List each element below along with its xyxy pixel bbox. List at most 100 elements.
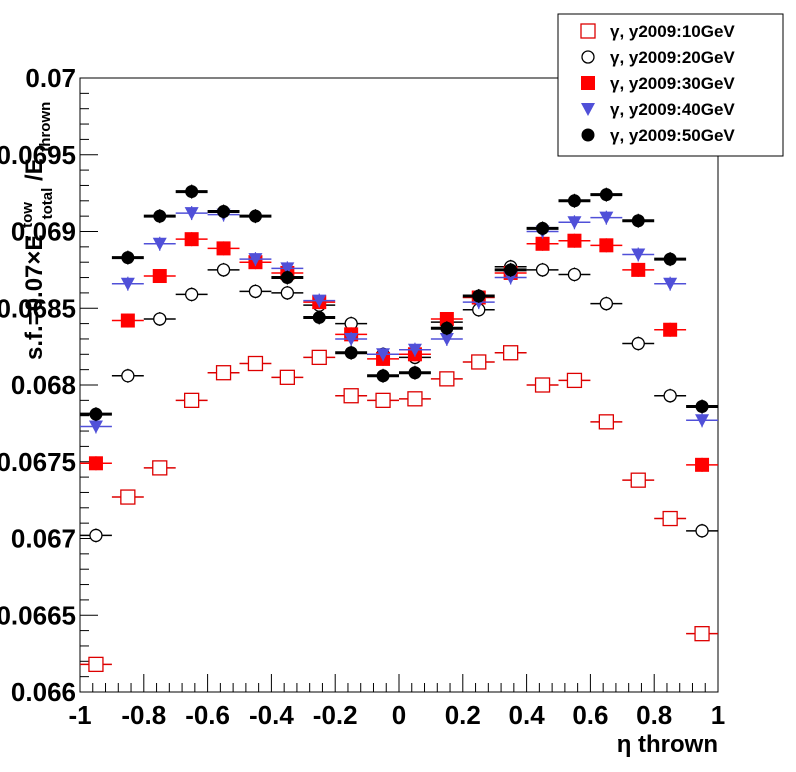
data-point [599, 188, 613, 202]
x-tick-label: 0.4 [509, 700, 546, 730]
y-tick-label: 0.0695 [0, 140, 76, 170]
data-point [631, 262, 646, 277]
legend-label: γ, y2009:10GeV [610, 22, 735, 41]
x-tick-label: 1 [711, 700, 725, 730]
data-point [694, 626, 710, 642]
series-2 [80, 259, 718, 543]
data-point [471, 354, 487, 370]
data-point [217, 205, 231, 219]
data-point [663, 389, 677, 403]
data-point [535, 263, 550, 277]
data-point [120, 313, 135, 328]
data-point [408, 366, 422, 380]
data-point [152, 237, 167, 251]
data-point [631, 336, 645, 351]
data-point [439, 332, 454, 346]
y-axis-title-mid: /E [21, 158, 48, 181]
series-1 [80, 345, 718, 673]
y-tick-label: 0.068 [11, 370, 76, 400]
data-point [89, 528, 103, 543]
y-axis-title-sup: tow [19, 202, 36, 228]
data-point [121, 369, 135, 383]
data-point [312, 294, 327, 308]
data-point [534, 377, 551, 393]
data-point [535, 236, 550, 251]
data-point [599, 211, 614, 225]
legend-label: γ, y2009:40GeV [610, 100, 735, 119]
data-point [343, 388, 359, 404]
legend-marker [580, 23, 596, 39]
legend-marker [581, 76, 595, 90]
x-tick-label: -1 [68, 700, 91, 730]
data-point [663, 277, 678, 291]
data-point [216, 241, 231, 256]
data-point [215, 365, 232, 381]
x-tick-label: -0.2 [313, 700, 358, 730]
data-point [152, 460, 168, 476]
data-point [280, 262, 295, 276]
y-tick-label: 0.0665 [0, 600, 76, 630]
data-point [631, 248, 646, 262]
data-point [567, 194, 581, 208]
data-point [567, 233, 582, 248]
data-point [280, 271, 294, 285]
data-point [120, 489, 136, 505]
data-point [279, 369, 296, 385]
data-point [663, 322, 678, 337]
data-point [662, 510, 678, 527]
series-layer [80, 184, 718, 673]
data-point [407, 343, 422, 357]
y-tick-label: 0.067 [11, 524, 76, 554]
legend-label: γ, y2009:50GeV [610, 126, 735, 145]
plot-frame [79, 77, 719, 693]
data-point [599, 296, 613, 311]
legend-label: γ, y2009:20GeV [610, 48, 735, 67]
data-point [88, 420, 103, 434]
data-point [536, 221, 550, 235]
data-point [344, 332, 359, 346]
data-point [502, 345, 519, 361]
data-point [504, 263, 518, 277]
data-point [567, 267, 582, 282]
y-tick-label: 0.069 [11, 217, 76, 247]
data-point [184, 207, 199, 221]
legend-marker [581, 103, 595, 116]
legend: γ, y2009:10GeV γ, y2009:20GeV γ, y2009:30G… [557, 13, 784, 157]
y-axis-title-sub2: thrown [37, 102, 54, 152]
x-tick-label: 0.8 [636, 700, 672, 730]
y-axis-title-sub: total [39, 188, 56, 220]
series-5 [80, 184, 718, 422]
y-tick-label: 0.066 [11, 677, 76, 707]
data-point [153, 312, 167, 326]
data-point [152, 269, 167, 284]
data-point [89, 407, 103, 421]
y-tick-label: 0.0675 [0, 447, 76, 477]
data-point [183, 392, 200, 409]
series-3 [80, 232, 718, 472]
data-point [439, 311, 454, 326]
data-point [184, 232, 199, 247]
data-point [280, 286, 295, 300]
data-point [695, 399, 709, 413]
data-point [599, 238, 614, 253]
y-axis-title-base: s.f.=0.07×E [21, 235, 48, 360]
data-point [439, 371, 455, 387]
x-tick-label: -0.6 [185, 700, 230, 730]
data-point [247, 355, 264, 372]
axis-ticks [79, 77, 719, 693]
y-tick-label: 0.07 [25, 63, 76, 93]
x-axis-title: η thrown [617, 731, 718, 758]
data-point [663, 252, 677, 266]
x-tick-labels: -1 -0.8 -0.6 -0.4 -0.2 0 0.2 0.4 0.6 0.8 1 [68, 700, 725, 730]
data-point [695, 524, 709, 538]
data-point [566, 372, 583, 389]
data-point [121, 251, 135, 265]
data-point [344, 346, 358, 360]
data-point [472, 289, 486, 303]
data-point [312, 310, 326, 324]
data-point [598, 414, 614, 430]
x-tick-label: 0 [392, 700, 406, 730]
y-axis-title: s.f.=0.07×E tow total /E thrown [11, 102, 58, 360]
data-point [248, 209, 262, 223]
